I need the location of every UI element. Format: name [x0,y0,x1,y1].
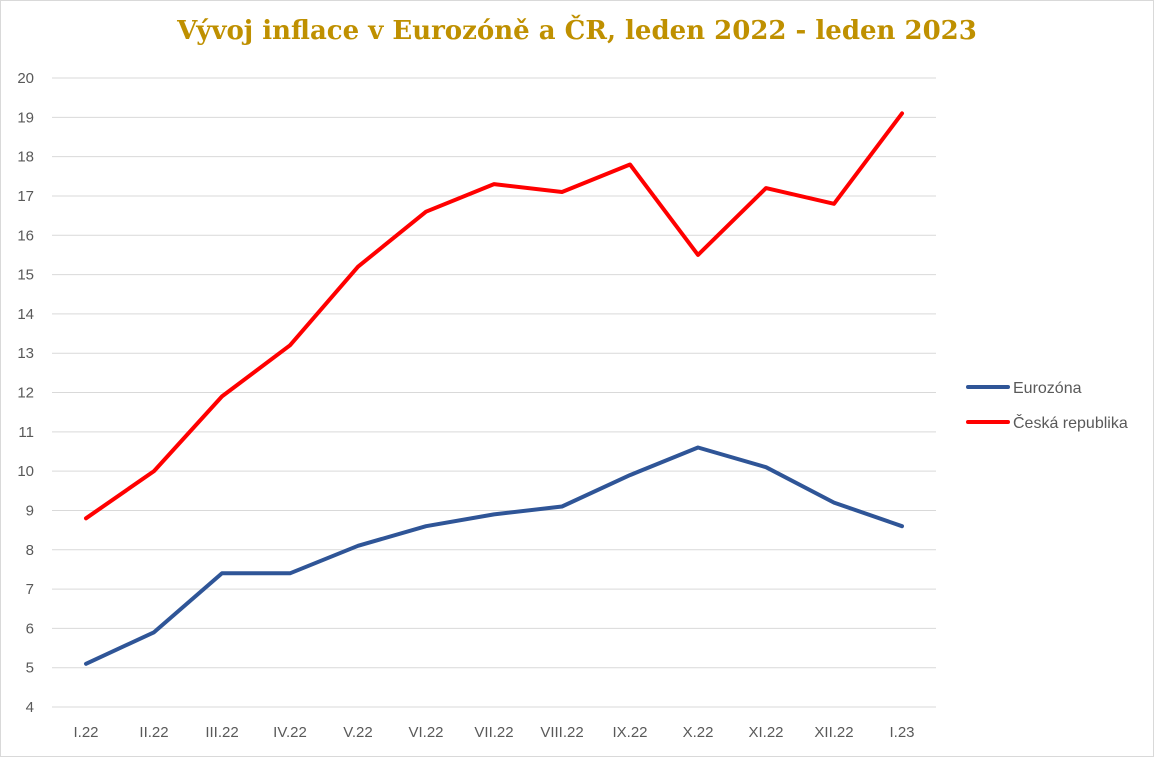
y-tick-label-18: 18 [17,149,34,166]
x-tick-label-6: VII.22 [474,724,513,741]
y-tick-label-6: 6 [26,620,34,637]
y-tick-label-19: 19 [17,109,34,126]
y-tick-label-10: 10 [17,463,34,480]
x-axis-ticks: I.22 II.22 III.22 IV.22 V.22 VI.22 VII.22 VIII.… [73,724,914,741]
y-tick-label-12: 12 [17,385,34,402]
x-tick-label-5: VI.22 [408,724,443,741]
y-tick-label-20: 20 [17,70,34,87]
gridlines [52,77,936,708]
legend: Eurozóna Česká republika [966,380,1128,432]
y-tick-label-4: 4 [26,699,34,716]
y-tick-label-9: 9 [26,502,34,519]
series-line-1 [84,111,904,521]
y-tick-label-7: 7 [26,581,34,598]
legend-label-1: Česká republika [1013,413,1128,432]
y-tick-label-8: 8 [26,542,34,559]
x-tick-label-11: XII.22 [814,724,853,741]
y-tick-label-17: 17 [17,188,34,205]
x-tick-label-1: II.22 [139,724,168,741]
x-tick-label-10: XI.22 [748,724,783,741]
y-tick-label-16: 16 [17,227,34,244]
legend-label-0: Eurozóna [1013,380,1082,397]
x-tick-label-8: IX.22 [612,724,647,741]
x-tick-label-2: III.22 [205,724,238,741]
x-tick-label-0: I.22 [73,724,98,741]
y-axis-ticks: 4 5 6 7 8 9 10 11 12 13 14 15 16 17 18 19 20 [17,70,34,716]
x-tick-label-12: I.23 [889,724,914,741]
x-tick-label-3: IV.22 [273,724,307,741]
y-tick-label-13: 13 [17,345,34,362]
x-tick-label-4: V.22 [343,724,372,741]
y-tick-label-14: 14 [17,306,34,323]
x-tick-label-7: VIII.22 [540,724,583,741]
series-line-0 [84,445,904,666]
series-lines [84,111,904,666]
x-tick-label-9: X.22 [683,724,714,741]
chart-title: Vývoj inflace v Eurozóně a ČR, leden 202… [177,16,977,46]
y-tick-label-11: 11 [18,424,34,441]
y-tick-label-15: 15 [17,267,34,284]
y-tick-label-5: 5 [26,660,34,677]
